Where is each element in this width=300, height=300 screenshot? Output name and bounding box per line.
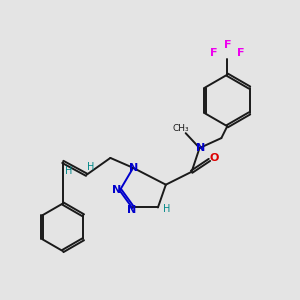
Text: N: N [112,184,121,195]
Text: F: F [224,40,231,50]
Text: F: F [237,48,245,58]
Text: N: N [127,206,136,215]
Text: H: H [65,166,72,176]
Text: F: F [210,48,217,58]
Text: CH₃: CH₃ [172,124,189,133]
Text: O: O [210,153,219,163]
Text: N: N [128,163,138,173]
Text: H: H [163,204,170,214]
Text: H: H [87,162,94,172]
Text: N: N [196,143,205,153]
